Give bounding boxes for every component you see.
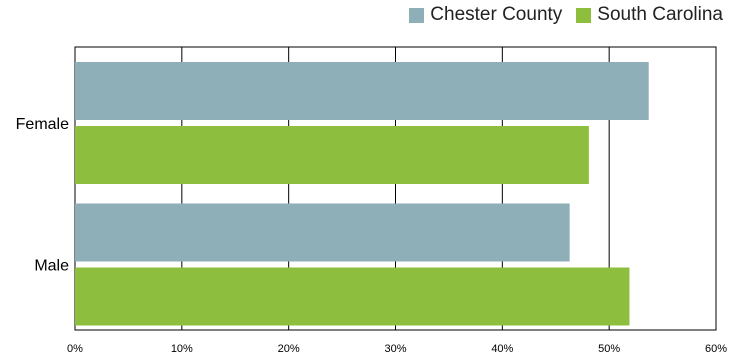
legend-item-chester-county: Chester County (409, 4, 562, 26)
x-tick-label-20: 20% (278, 343, 300, 355)
x-tick-label-0: 0% (67, 343, 83, 355)
x-tick-label-30: 30% (384, 343, 406, 355)
x-tick-label-60: 60% (705, 343, 727, 355)
legend-item-south-carolina: South Carolina (576, 4, 723, 26)
bar-male-chester-county (75, 203, 570, 262)
legend: Chester County South Carolina (409, 4, 723, 26)
legend-label-chester-county: Chester County (430, 4, 563, 25)
legend-label-south-carolina: South Carolina (597, 4, 723, 25)
category-label-male: Male (34, 258, 69, 275)
legend-swatch-south-carolina (576, 7, 592, 23)
bar-male-south-carolina (75, 267, 630, 326)
x-tick-label-50: 50% (598, 343, 620, 355)
x-tick-label-40: 40% (491, 343, 513, 355)
x-tick-label-10: 10% (171, 343, 193, 355)
bar-female-chester-county (75, 62, 649, 120)
bar-female-south-carolina (75, 126, 589, 184)
legend-swatch-chester-county (409, 7, 425, 23)
category-label-female: Female (16, 116, 69, 133)
